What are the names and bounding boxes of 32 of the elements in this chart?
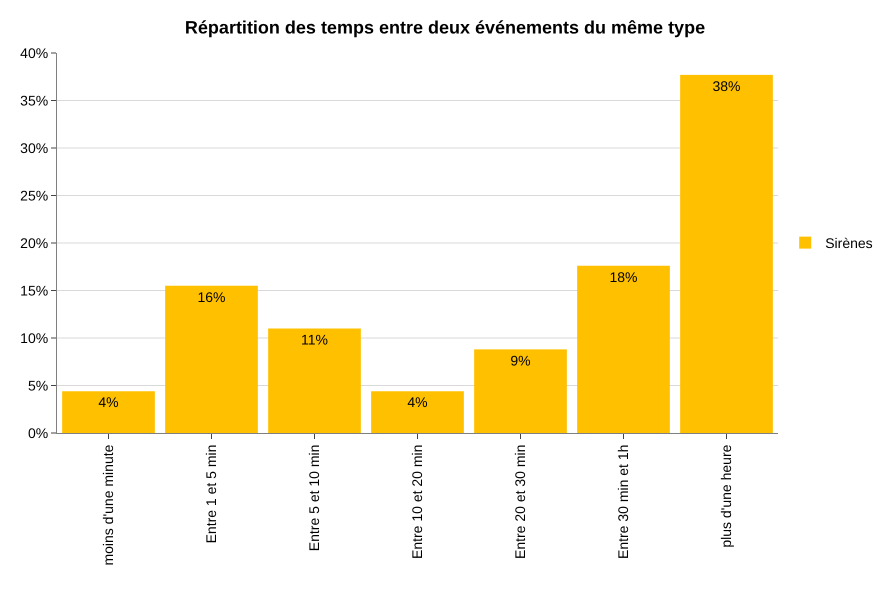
x-tick-label: Entre 10 et 20 min <box>409 444 426 560</box>
bar <box>680 74 773 433</box>
bar <box>371 391 464 433</box>
y-tick-label: 15% <box>20 282 48 298</box>
data-label: 18% <box>609 268 638 285</box>
data-label: 4% <box>98 394 119 410</box>
y-tick-label: 0% <box>28 424 48 441</box>
legend-label: Sirènes <box>825 235 873 252</box>
bar <box>577 266 670 433</box>
x-tick-label: Entre 5 et 10 min <box>306 444 322 552</box>
y-tick-label: 10% <box>20 330 48 346</box>
x-tick-label: Entre 30 min et 1h <box>615 444 632 560</box>
x-tick-label: moins d'une minute <box>100 444 116 566</box>
y-tick-label: 35% <box>20 92 48 108</box>
data-label: 11% <box>301 332 328 348</box>
bar <box>268 328 361 433</box>
y-tick-label: 20% <box>20 234 48 251</box>
y-tick-label: 30% <box>20 140 48 156</box>
chart-title: Répartition des temps entre deux événements du même type <box>184 17 706 38</box>
bar <box>62 391 155 433</box>
bar <box>165 286 258 433</box>
y-tick-label: 40% <box>20 44 48 61</box>
x-tick-label: plus d'une heure <box>718 444 734 548</box>
data-label: 16% <box>197 288 226 305</box>
data-label: 4% <box>407 394 428 410</box>
x-tick-label: Entre 1 et 5 min <box>203 444 220 544</box>
data-label: 9% <box>510 352 531 368</box>
x-tick-label: Entre 20 et 30 min <box>512 444 528 560</box>
bar <box>474 349 567 433</box>
y-tick-label: 5% <box>28 377 48 394</box>
y-tick-label: 25% <box>20 187 48 204</box>
data-label: 38% <box>712 78 741 94</box>
